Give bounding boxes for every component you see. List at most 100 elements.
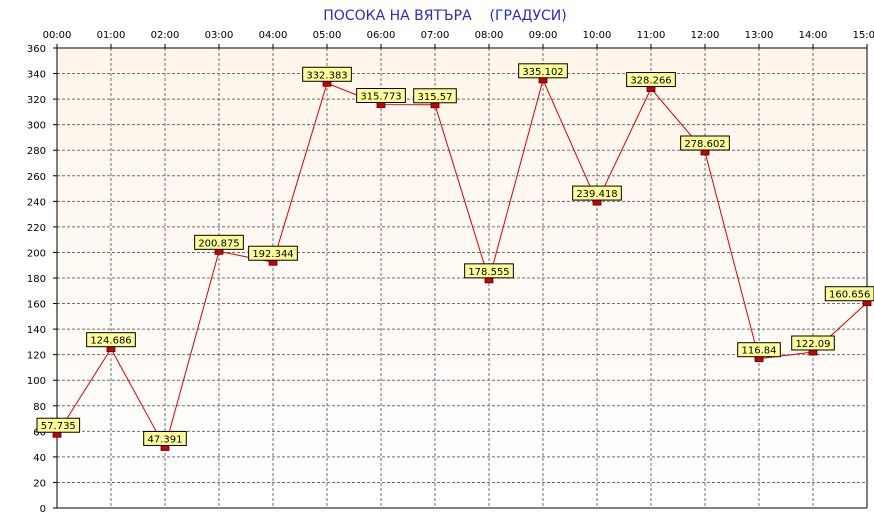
data-label-text: 200.875 — [198, 238, 239, 249]
y-tick-label: 240 — [27, 197, 46, 208]
x-tick-label: 07:00 — [421, 30, 450, 41]
x-tick-label: 11:00 — [637, 30, 666, 41]
data-label-box — [302, 66, 352, 82]
data-point — [52, 431, 62, 438]
data-label-box — [464, 263, 514, 279]
data-label-box — [356, 88, 406, 104]
y-tick-label: 80 — [33, 402, 46, 413]
y-tick-label: 280 — [27, 146, 46, 157]
data-label-box — [791, 335, 835, 351]
x-tick-label: 15:00 — [853, 30, 874, 41]
y-tick-label: 0 — [40, 504, 46, 515]
y-tick-label: 200 — [27, 248, 46, 259]
data-label: 315.773 — [356, 88, 406, 104]
data-label-box — [680, 135, 730, 151]
data-point — [160, 445, 170, 451]
data-point — [268, 259, 278, 266]
series-markers — [52, 77, 872, 451]
data-label-text: 124.686 — [90, 336, 131, 347]
data-label-box — [86, 332, 136, 348]
data-label: 315.57 — [413, 88, 457, 104]
data-label-text: 47.391 — [148, 434, 183, 445]
x-tick-label: 14:00 — [799, 30, 828, 41]
y-tick-label: 220 — [27, 223, 46, 234]
data-label-box — [194, 234, 244, 250]
grid-lines — [57, 48, 867, 508]
data-label-box — [518, 63, 568, 79]
data-point — [106, 346, 116, 353]
data-label-text: 315.773 — [360, 92, 401, 103]
data-label: 278.602 — [680, 135, 730, 151]
x-tick-label: 12:00 — [691, 30, 720, 41]
y-tick-label: 140 — [27, 325, 46, 336]
data-label-text: 328.266 — [630, 76, 671, 87]
y-tick-label: 180 — [27, 274, 46, 285]
y-tick-label: 320 — [27, 95, 46, 106]
data-label: 160.656 — [824, 286, 874, 302]
data-point — [808, 349, 818, 356]
data-label: 124.686 — [86, 332, 136, 348]
data-label-text: 315.57 — [418, 92, 453, 103]
data-label-box — [572, 185, 622, 201]
data-label-text: 160.656 — [829, 290, 870, 301]
chart-title: ПОСОКА НА ВЯТЪРА (ГРАДУСИ) — [323, 8, 566, 24]
data-label-text: 178.555 — [468, 267, 509, 278]
data-label: 57.735 — [36, 417, 81, 433]
data-point — [214, 248, 224, 255]
data-point — [700, 149, 710, 156]
data-label: 178.555 — [464, 263, 514, 279]
x-tick-label: 01:00 — [97, 30, 126, 41]
data-label-box — [413, 88, 457, 104]
x-tick-label: 02:00 — [151, 30, 180, 41]
data-point — [484, 277, 494, 284]
data-label-text: 192.344 — [252, 249, 293, 260]
data-label-box — [36, 417, 81, 433]
x-tick-label: 13:00 — [745, 30, 774, 41]
data-point — [592, 199, 602, 206]
data-point — [430, 102, 440, 109]
y-tick-label: 360 — [27, 44, 46, 55]
y-tick-label: 100 — [27, 376, 46, 387]
x-axis-ticks: 00:00 01:00 02:00 03:00 04:00 05:00 06:00 07:00… — [43, 30, 874, 48]
data-label-text: 335.102 — [522, 67, 563, 78]
x-tick-label: 08:00 — [475, 30, 504, 41]
data-label-box — [143, 430, 187, 446]
data-label: 200.875 — [194, 234, 244, 250]
data-label-box — [737, 342, 781, 358]
y-tick-label: 300 — [27, 121, 46, 132]
data-point — [376, 102, 386, 108]
data-label-text: 116.84 — [742, 346, 777, 357]
series-polyline — [56, 78, 868, 449]
y-tick-label: 120 — [27, 351, 46, 362]
data-label-box — [248, 245, 298, 261]
data-label: 122.09 — [791, 335, 835, 351]
data-label: 239.418 — [572, 185, 622, 201]
x-tick-label: 04:00 — [259, 30, 288, 41]
x-tick-label: 05:00 — [313, 30, 342, 41]
data-label: 335.102 — [518, 63, 568, 79]
y-tick-label: 60 — [33, 427, 46, 438]
data-label-box — [626, 72, 676, 88]
data-label: 47.391 — [143, 430, 187, 446]
x-tick-label: 06:00 — [367, 30, 396, 41]
data-label: 328.266 — [626, 72, 676, 88]
data-label: 332.383 — [302, 66, 352, 82]
data-point — [754, 356, 764, 363]
x-tick-label: 10:00 — [583, 30, 612, 41]
y-axis-ticks: 0 20 40 60 80 100 120 140 160 180 200 220 240 260 280 3… — [27, 44, 57, 515]
data-label-text: 57.735 — [41, 421, 76, 432]
y-tick-label: 340 — [27, 70, 46, 81]
x-tick-label: 09:00 — [529, 30, 558, 41]
data-point — [538, 77, 548, 84]
y-tick-label: 160 — [27, 300, 46, 311]
series-line — [56, 78, 868, 449]
data-point — [862, 300, 872, 307]
data-point — [646, 86, 656, 92]
x-tick-label: 03:00 — [205, 30, 234, 41]
x-tick-label: 00:00 — [43, 30, 72, 41]
data-point — [322, 80, 332, 87]
data-label-text: 239.418 — [576, 189, 617, 200]
y-tick-label: 260 — [27, 172, 46, 183]
data-label: 192.344 — [248, 245, 298, 261]
